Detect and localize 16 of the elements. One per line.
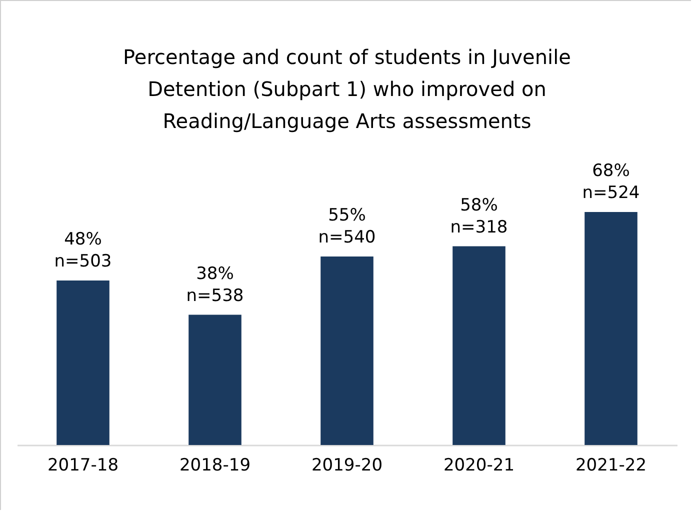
bar [452, 246, 506, 445]
chart-title: Percentage and count of students in Juvenile Detention (Subpart 1) who improved on Reading/Language Arts assessments [123, 45, 571, 133]
data-label: 48% n=503 [54, 230, 112, 272]
data-label: 68% n=524 [582, 161, 640, 203]
data-label: 55% n=540 [318, 206, 376, 248]
x-tick-label: 2021-22 [575, 456, 647, 476]
x-tick-label: 2019-20 [311, 456, 383, 476]
x-tick-label: 2020-21 [443, 456, 515, 476]
bar [188, 314, 242, 445]
x-tick-label: 2017-18 [47, 456, 119, 476]
data-label: 58% n=318 [450, 195, 508, 238]
bar [56, 280, 110, 445]
x-tick-label: 2018-19 [179, 456, 251, 476]
data-label: 38% n=538 [186, 264, 244, 306]
bar [584, 212, 638, 445]
bar [320, 256, 374, 445]
